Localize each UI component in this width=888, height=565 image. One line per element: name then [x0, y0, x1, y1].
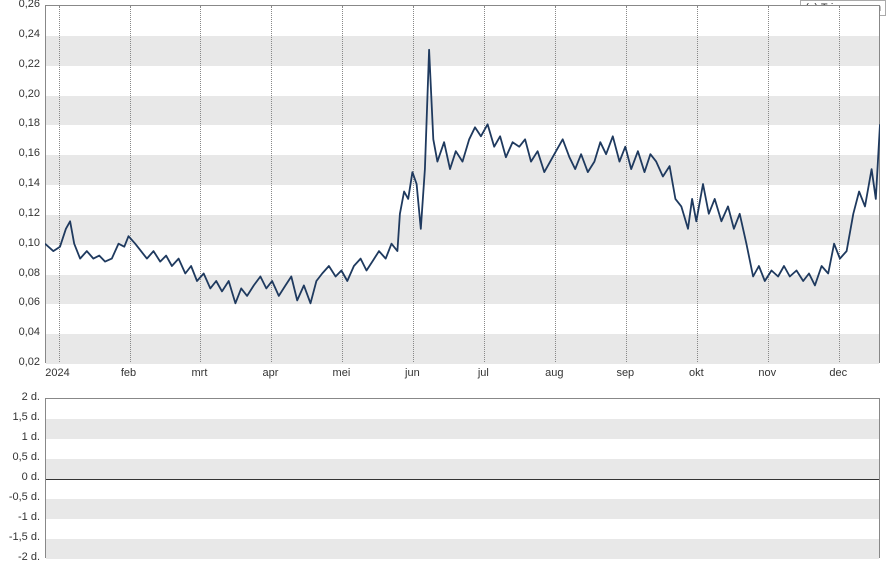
y-tick-label: 0,22: [0, 58, 40, 70]
price-line: [45, 5, 880, 363]
y-tick-label: 0,02: [0, 356, 40, 368]
x-tick-label: apr: [250, 367, 290, 379]
x-tick-label: mei: [321, 367, 361, 379]
y-tick-label: -1 d.: [0, 511, 40, 523]
y-tick-label: 0,16: [0, 147, 40, 159]
y-tick-label: 0,12: [0, 207, 40, 219]
indicator-chart: [45, 398, 880, 558]
y-tick-label: 0,26: [0, 0, 40, 10]
zero-line: [46, 479, 879, 480]
y-tick-label: 1 d.: [0, 431, 40, 443]
y-tick-label: 0,24: [0, 28, 40, 40]
x-tick-label: mrt: [179, 367, 219, 379]
grid-band: [46, 539, 879, 559]
price-series-path: [45, 50, 880, 303]
y-tick-label: -2 d.: [0, 551, 40, 563]
y-tick-label: 0,5 d.: [0, 451, 40, 463]
x-tick-label: jul: [463, 367, 503, 379]
y-tick-label: -0,5 d.: [0, 491, 40, 503]
y-tick-label: 0 d.: [0, 471, 40, 483]
x-tick-label: nov: [747, 367, 787, 379]
y-tick-label: 0,04: [0, 326, 40, 338]
x-tick-label: 2024: [38, 367, 78, 379]
y-tick-label: 0,14: [0, 177, 40, 189]
y-tick-label: 0,18: [0, 117, 40, 129]
y-tick-label: 0,20: [0, 88, 40, 100]
y-tick-label: -1,5 d.: [0, 531, 40, 543]
x-tick-label: okt: [676, 367, 716, 379]
y-tick-label: 2 d.: [0, 391, 40, 403]
grid-band: [46, 499, 879, 519]
y-tick-label: 0,06: [0, 296, 40, 308]
y-tick-label: 0,08: [0, 267, 40, 279]
x-tick-label: dec: [818, 367, 858, 379]
grid-band: [46, 459, 879, 479]
x-tick-label: jun: [392, 367, 432, 379]
y-tick-label: 1,5 d.: [0, 411, 40, 423]
x-tick-label: aug: [534, 367, 574, 379]
y-tick-label: 0,10: [0, 237, 40, 249]
grid-band: [46, 419, 879, 439]
x-tick-label: feb: [109, 367, 149, 379]
x-tick-label: sep: [605, 367, 645, 379]
